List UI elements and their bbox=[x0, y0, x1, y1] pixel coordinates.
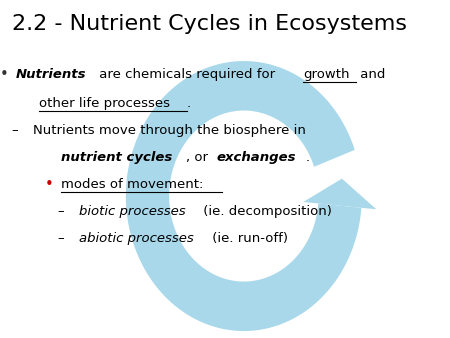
Text: Nutrients: Nutrients bbox=[16, 68, 86, 81]
Text: Nutrients move through the biosphere in: Nutrients move through the biosphere in bbox=[33, 124, 306, 137]
Text: –: – bbox=[57, 205, 63, 218]
Text: •: • bbox=[0, 67, 9, 82]
Text: are chemicals required for: are chemicals required for bbox=[95, 68, 279, 81]
Polygon shape bbox=[126, 61, 361, 331]
Polygon shape bbox=[303, 179, 376, 209]
Text: (ie. decomposition): (ie. decomposition) bbox=[199, 205, 332, 218]
Text: and: and bbox=[356, 68, 385, 81]
Text: other life processes: other life processes bbox=[39, 97, 171, 110]
Text: (ie. run-off): (ie. run-off) bbox=[208, 232, 288, 245]
Text: –: – bbox=[12, 124, 18, 137]
Text: , or: , or bbox=[186, 151, 213, 164]
Text: growth: growth bbox=[303, 68, 350, 81]
Text: 2.2 - Nutrient Cycles in Ecosystems: 2.2 - Nutrient Cycles in Ecosystems bbox=[12, 14, 407, 33]
Text: •: • bbox=[45, 177, 54, 192]
Text: .: . bbox=[187, 97, 191, 110]
Text: modes of movement:: modes of movement: bbox=[61, 178, 203, 191]
Text: biotic processes: biotic processes bbox=[79, 205, 185, 218]
Text: .: . bbox=[306, 151, 310, 164]
Text: –: – bbox=[57, 232, 63, 245]
Text: abiotic processes: abiotic processes bbox=[79, 232, 194, 245]
Text: exchanges: exchanges bbox=[216, 151, 296, 164]
Text: nutrient cycles: nutrient cycles bbox=[61, 151, 172, 164]
